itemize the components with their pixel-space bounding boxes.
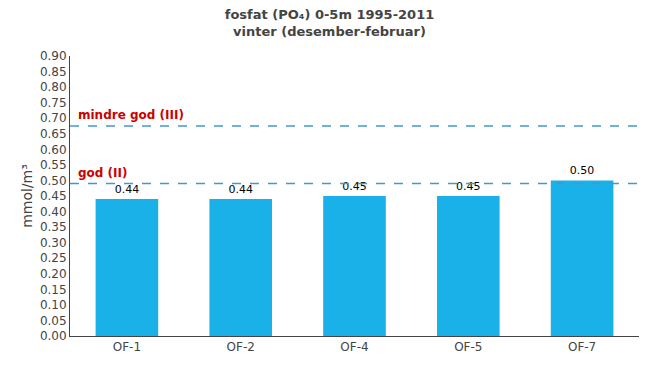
- svg-text:0.60: 0.60: [40, 143, 67, 157]
- svg-text:OF-5: OF-5: [454, 340, 482, 354]
- svg-text:0.80: 0.80: [40, 80, 67, 94]
- svg-text:0.50: 0.50: [570, 164, 595, 177]
- svg-text:0.75: 0.75: [40, 96, 67, 110]
- svg-text:0.90: 0.90: [40, 49, 67, 63]
- svg-text:0.10: 0.10: [40, 298, 67, 312]
- svg-text:0.55: 0.55: [40, 158, 67, 172]
- svg-text:0.85: 0.85: [40, 65, 67, 79]
- svg-text:0.45: 0.45: [342, 180, 367, 193]
- svg-text:0.70: 0.70: [40, 111, 67, 125]
- svg-text:0.45: 0.45: [456, 180, 481, 193]
- svg-text:0.05: 0.05: [40, 314, 67, 328]
- svg-text:fosfat (PO₄) 0-5m 1995-2011vin: fosfat (PO₄) 0-5m 1995-2011vinter (desem…: [225, 7, 435, 39]
- svg-text:0.44: 0.44: [115, 183, 139, 196]
- svg-text:OF-4: OF-4: [340, 340, 368, 354]
- svg-text:god (II): god (II): [78, 166, 128, 180]
- svg-text:0.15: 0.15: [40, 283, 67, 297]
- svg-text:OF-2: OF-2: [227, 340, 255, 354]
- svg-text:0.25: 0.25: [40, 251, 67, 265]
- svg-text:mmol/m³: mmol/m³: [19, 164, 35, 228]
- svg-text:0.20: 0.20: [40, 267, 67, 281]
- svg-text:mindre god (III): mindre god (III): [78, 108, 184, 122]
- svg-text:0.44: 0.44: [228, 183, 253, 196]
- svg-text:OF-1: OF-1: [113, 340, 141, 354]
- svg-text:0.40: 0.40: [40, 205, 67, 219]
- svg-text:0.35: 0.35: [40, 220, 67, 234]
- svg-text:0.30: 0.30: [40, 236, 67, 250]
- svg-text:OF-7: OF-7: [568, 340, 596, 354]
- svg-text:0.00: 0.00: [40, 329, 67, 343]
- svg-text:0.45: 0.45: [40, 189, 67, 203]
- svg-text:0.50: 0.50: [40, 174, 67, 188]
- svg-text:0.65: 0.65: [40, 127, 67, 141]
